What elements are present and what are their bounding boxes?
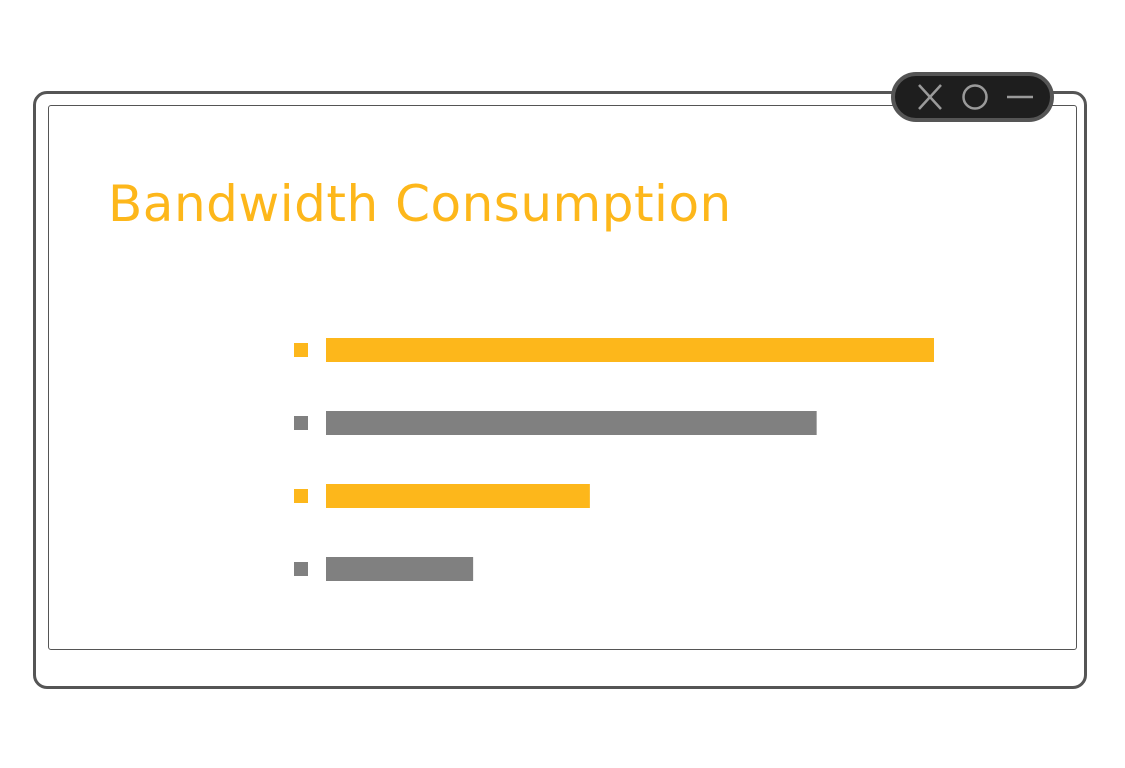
chart-title: Bandwidth Consumption <box>108 175 732 233</box>
minus-icon <box>1007 95 1033 99</box>
window-content <box>48 105 1077 650</box>
minimize-button[interactable] <box>1005 84 1035 110</box>
maximize-button[interactable] <box>960 84 990 110</box>
circle-icon <box>962 84 988 110</box>
close-icon <box>918 84 942 110</box>
window-frame <box>33 91 1087 689</box>
close-button[interactable] <box>915 84 945 110</box>
window-controls <box>891 72 1054 122</box>
